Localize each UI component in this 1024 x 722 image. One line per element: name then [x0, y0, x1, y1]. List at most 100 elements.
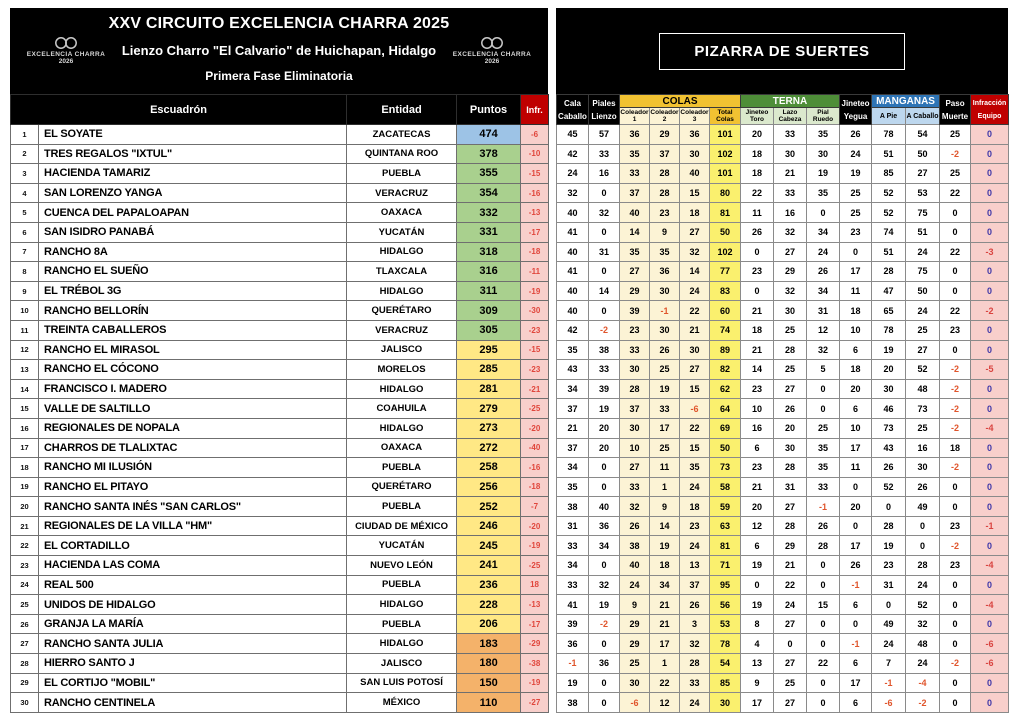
state-cell: CIUDAD DE MÉXICO — [346, 515, 458, 537]
total-colas-cell: 83 — [709, 280, 741, 302]
suertes-row: 41 19 9 21 26 56 19 24 15 6 0 52 0 -4 — [556, 594, 1010, 615]
cala-caballo-cell: 35 — [556, 339, 589, 361]
paso-muerte-cell: 25 — [939, 124, 972, 145]
total-colas-cell: 69 — [709, 417, 741, 439]
col-header-cala-caballo: Cala Caballo — [556, 94, 589, 125]
cala-caballo-cell: 21 — [556, 417, 589, 439]
piales-lienzo-cell: 0 — [588, 476, 620, 498]
pial-ruedo-cell: 15 — [805, 594, 841, 615]
coleador-1-cell: 35 — [619, 241, 650, 263]
pial-ruedo-cell: 0 — [805, 672, 841, 694]
suertes-row: 35 38 33 26 30 89 21 28 32 6 19 27 0 0 — [556, 339, 1010, 361]
piales-lienzo-cell: 19 — [588, 594, 620, 615]
suertes-row: 40 31 35 35 32 102 0 27 24 0 51 24 22 -3 — [556, 241, 1010, 263]
pial-ruedo-cell: 35 — [805, 437, 841, 459]
suertes-sub-header-row: Coleador 1 Coleador 2 Coleador 3 Total Co… — [557, 107, 1009, 125]
infraccion-equipo-cell: 0 — [970, 202, 1010, 223]
pial-ruedo-cell: 31 — [805, 300, 841, 321]
jineteo-toro-cell: 20 — [740, 496, 774, 517]
coleador-2-cell: 21 — [649, 594, 680, 615]
a-caballo-cell: 51 — [905, 221, 941, 243]
a-caballo-cell: 25 — [905, 417, 941, 439]
jineteo-yegua-cell: 17 — [839, 672, 873, 694]
a-pie-cell: 52 — [871, 182, 907, 204]
total-colas-cell: 77 — [709, 261, 741, 282]
piales-lienzo-cell: -2 — [588, 613, 620, 635]
a-caballo-cell: 30 — [905, 457, 941, 478]
total-colas-cell: 95 — [709, 574, 741, 596]
suertes-row: 33 32 24 34 37 95 0 22 0 -1 31 24 0 0 — [556, 574, 1010, 596]
infraccion-equipo-cell: 0 — [970, 574, 1010, 596]
jineteo-yegua-cell: 18 — [839, 300, 873, 321]
points-cell: 355 — [456, 163, 522, 184]
total-colas-cell: 74 — [709, 319, 741, 341]
infraction-cell: -19 — [520, 535, 550, 557]
pial-ruedo-cell: 12 — [805, 319, 841, 341]
rank-cell: 8 — [10, 261, 39, 282]
state-cell: HIDALGO — [346, 417, 458, 439]
jineteo-toro-cell: 19 — [740, 594, 774, 615]
a-caballo-cell: 49 — [905, 496, 941, 517]
suertes-row: 34 0 27 11 35 73 23 28 35 11 26 30 -2 0 — [556, 457, 1010, 478]
coleador-1-cell: 33 — [619, 476, 650, 498]
coleador-3-cell: 18 — [679, 496, 710, 517]
suertes-row: 37 19 37 33 -6 64 10 26 0 6 46 73 -2 0 — [556, 398, 1010, 419]
lazo-cabeza-cell: 27 — [773, 378, 807, 400]
coleador-2-cell: 34 — [649, 574, 680, 596]
a-pie-cell: 28 — [871, 515, 907, 537]
standings-row: 6 SAN ISIDRO PANABÁ YUCATÁN 331 -17 — [10, 221, 550, 243]
total-colas-cell: 54 — [709, 653, 741, 674]
pial-ruedo-cell: 34 — [805, 221, 841, 243]
jineteo-toro-cell: 0 — [740, 280, 774, 302]
standings-row: 18 RANCHO MI ILUSIÓN PUEBLA 258 -16 — [10, 457, 550, 478]
jineteo-toro-cell: 11 — [740, 202, 774, 223]
infraccion-equipo-cell: 0 — [970, 319, 1010, 341]
suertes-row: 24 16 33 28 40 101 18 21 19 19 85 27 25 0 — [556, 163, 1010, 184]
rank-cell: 9 — [10, 280, 39, 302]
coleador-2-cell: 30 — [649, 280, 680, 302]
rank-cell: 29 — [10, 672, 39, 694]
points-cell: 252 — [456, 496, 522, 517]
a-pie-cell: 47 — [871, 280, 907, 302]
coleador-3-cell: 36 — [679, 124, 710, 145]
infraction-cell: -23 — [520, 359, 550, 380]
a-pie-cell: 20 — [871, 359, 907, 380]
rank-cell: 24 — [10, 574, 39, 596]
coleador-3-cell: 30 — [679, 143, 710, 165]
venue-title: Lienzo Charro "El Calvario" de Huichapan… — [121, 43, 437, 59]
a-caballo-cell: 50 — [905, 280, 941, 302]
col-header-jineteo-toro: Jineteo Toro — [740, 107, 774, 125]
lazo-cabeza-cell: 30 — [773, 143, 807, 165]
pial-ruedo-cell: 25 — [805, 417, 841, 439]
total-colas-cell: 73 — [709, 457, 741, 478]
infraccion-equipo-cell: -6 — [970, 653, 1010, 674]
coleador-3-cell: 21 — [679, 319, 710, 341]
standings-row: 19 RANCHO EL PITAYO QUERÉTARO 256 -18 — [10, 476, 550, 498]
suertes-row: 45 57 36 29 36 101 20 33 35 26 78 54 25 0 — [556, 124, 1010, 145]
jineteo-yegua-cell: 26 — [839, 555, 873, 576]
standings-row: 7 RANCHO 8A HIDALGO 318 -18 — [10, 241, 550, 263]
left-header: XXV CIRCUITO EXCELENCIA CHARRA 2025 EXCE… — [10, 8, 548, 94]
paso-muerte-cell: -2 — [939, 143, 972, 165]
cala-caballo-cell: 35 — [556, 476, 589, 498]
coleador-2-cell: 9 — [649, 221, 680, 243]
a-caballo-cell: 52 — [905, 594, 941, 615]
points-cell: 281 — [456, 378, 522, 400]
infraction-cell: 18 — [520, 574, 550, 596]
lazo-cabeza-cell: 27 — [773, 613, 807, 635]
state-cell: HIDALGO — [346, 633, 458, 655]
logo-year: 2026 — [484, 58, 500, 66]
infraction-cell: -25 — [520, 398, 550, 419]
lazo-cabeza-cell: 32 — [773, 280, 807, 302]
a-pie-cell: 73 — [871, 417, 907, 439]
standings-panel: XXV CIRCUITO EXCELENCIA CHARRA 2025 EXCE… — [9, 8, 550, 713]
suertes-row: 42 33 35 37 30 102 18 30 30 24 51 50 -2 0 — [556, 143, 1010, 165]
coleador-3-cell: -6 — [679, 398, 710, 419]
col-header-coleador-2: Coleador 2 — [649, 107, 680, 125]
a-pie-cell: 7 — [871, 653, 907, 674]
state-cell: SAN LUIS POTOSÍ — [346, 672, 458, 694]
pial-ruedo-cell: 19 — [805, 163, 841, 184]
jineteo-yegua-cell: 6 — [839, 692, 873, 713]
a-caballo-cell: 28 — [905, 555, 941, 576]
suertes-row: 42 -2 23 30 21 74 18 25 12 10 78 25 23 0 — [556, 319, 1010, 341]
